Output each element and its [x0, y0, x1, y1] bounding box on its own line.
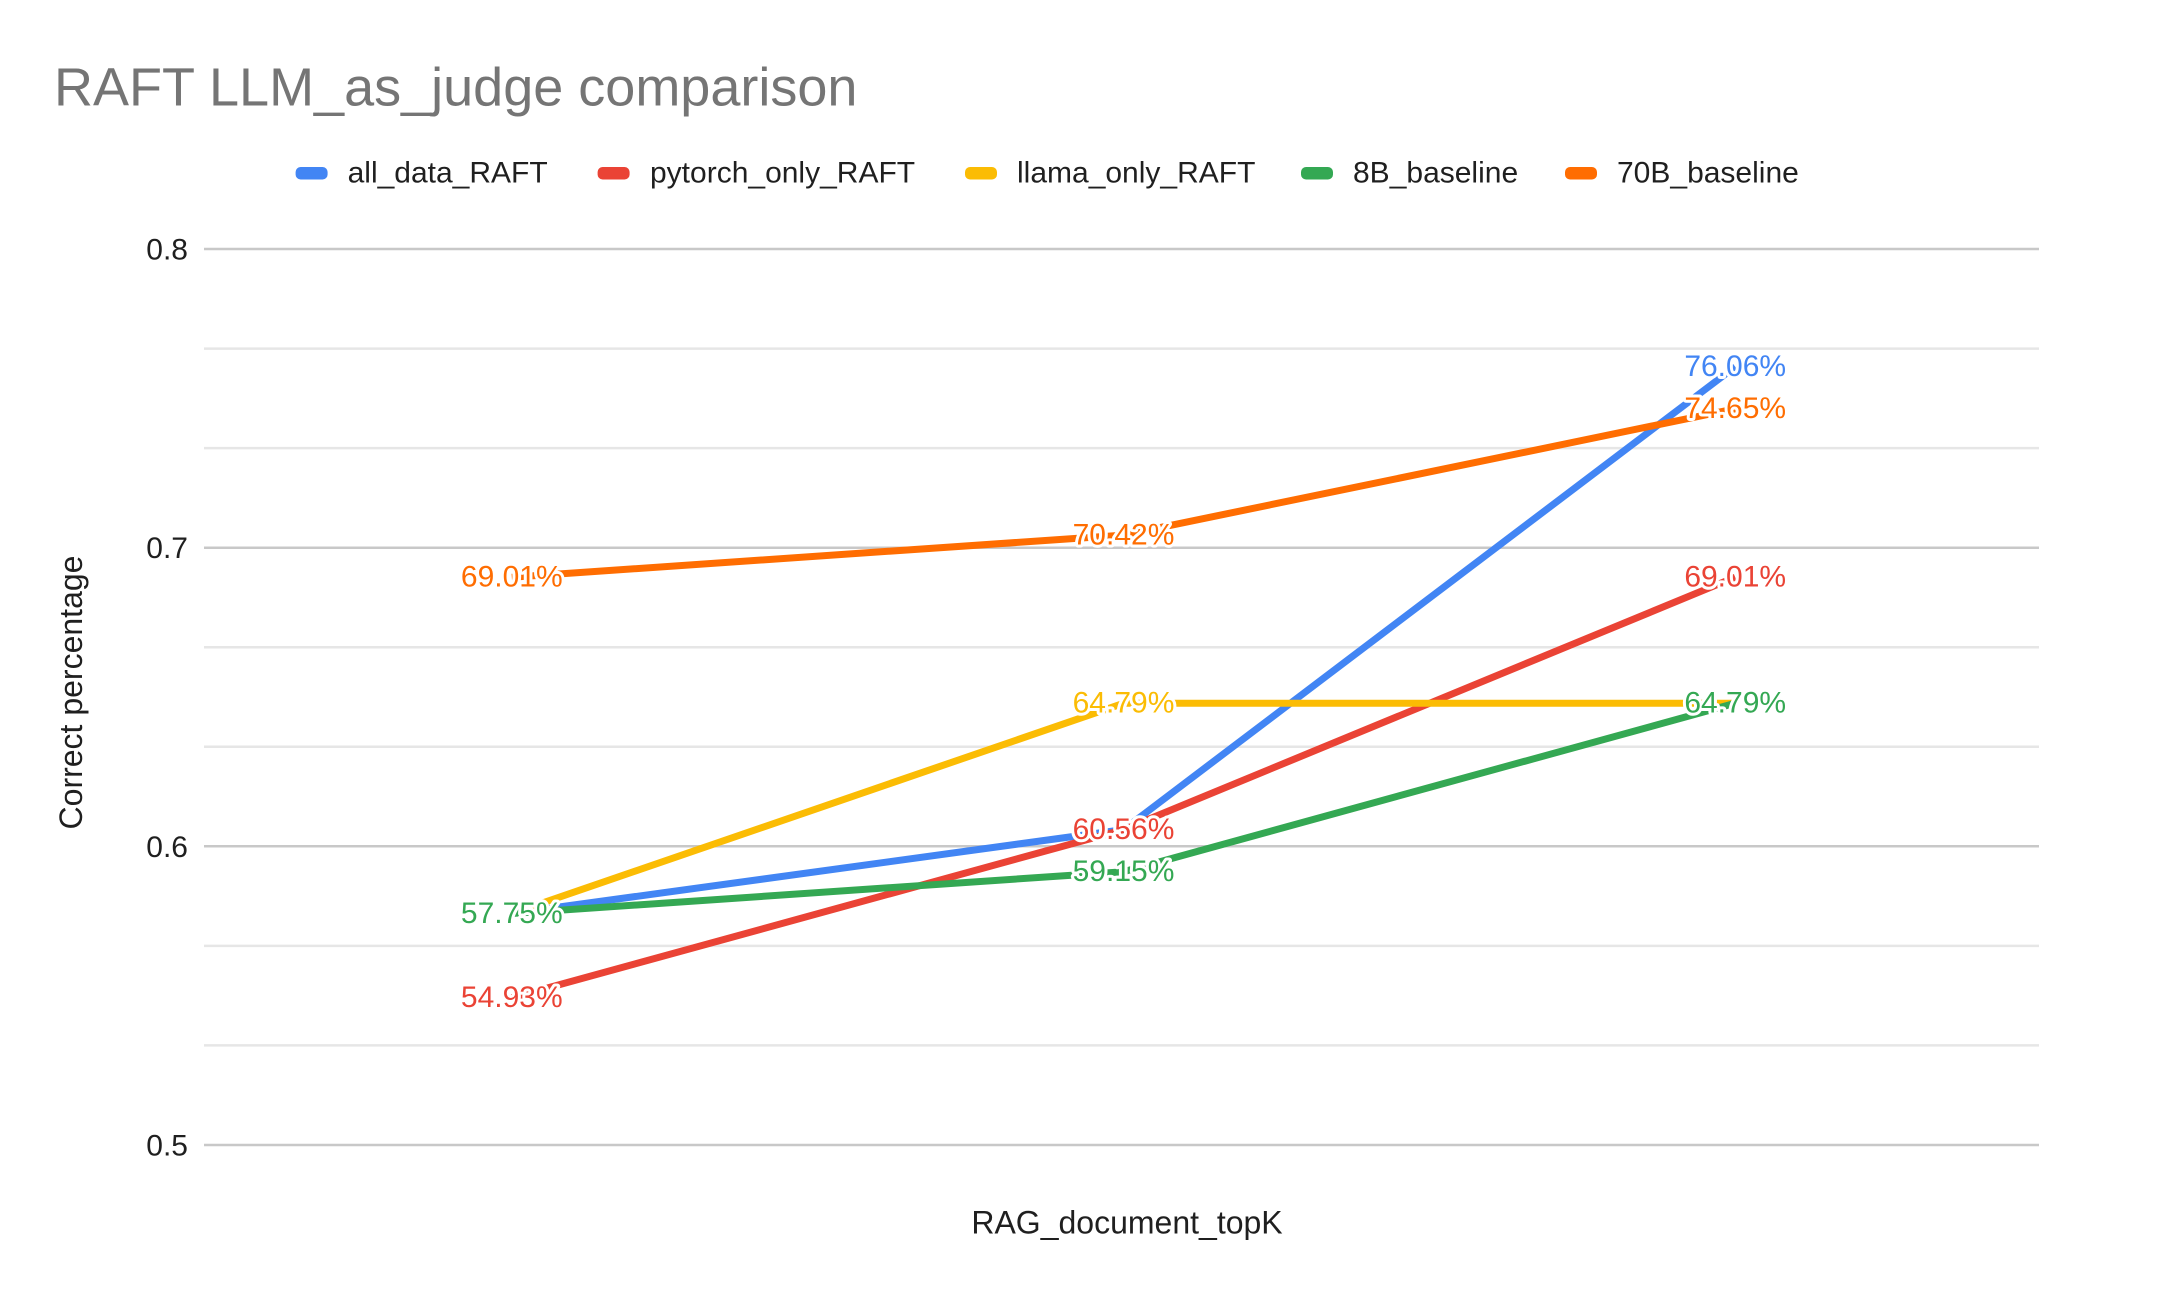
svg-text:64.79%: 64.79%	[1073, 687, 1175, 720]
svg-text:RAFT LLM_as_judge comparison: RAFT LLM_as_judge comparison	[54, 58, 857, 118]
svg-text:54.93%: 54.93%	[461, 981, 563, 1014]
svg-text:70.42%: 70.42%	[1073, 518, 1175, 551]
svg-text:0.7: 0.7	[146, 532, 188, 565]
svg-text:70B_baseline: 70B_baseline	[1617, 157, 1799, 190]
svg-text:76.06%: 76.06%	[1684, 350, 1786, 383]
svg-text:57.75%: 57.75%	[461, 897, 563, 930]
svg-text:RAG_document_topK: RAG_document_topK	[971, 1205, 1282, 1241]
svg-text:8B_baseline: 8B_baseline	[1353, 157, 1518, 190]
svg-text:60.56%: 60.56%	[1073, 813, 1175, 846]
svg-text:0.8: 0.8	[146, 234, 188, 267]
svg-text:llama_only_RAFT: llama_only_RAFT	[1017, 157, 1255, 190]
svg-text:0.5: 0.5	[146, 1130, 188, 1163]
svg-text:74.65%: 74.65%	[1684, 392, 1786, 425]
svg-text:64.79%: 64.79%	[1684, 687, 1786, 720]
svg-text:69.01%: 69.01%	[461, 561, 563, 594]
svg-text:all_data_RAFT: all_data_RAFT	[348, 157, 548, 190]
svg-text:0.6: 0.6	[146, 831, 188, 864]
svg-text:59.15%: 59.15%	[1073, 855, 1175, 888]
svg-text:pytorch_only_RAFT: pytorch_only_RAFT	[650, 157, 915, 190]
svg-text:Correct percentage: Correct percentage	[53, 556, 89, 830]
svg-text:69.01%: 69.01%	[1684, 561, 1786, 594]
